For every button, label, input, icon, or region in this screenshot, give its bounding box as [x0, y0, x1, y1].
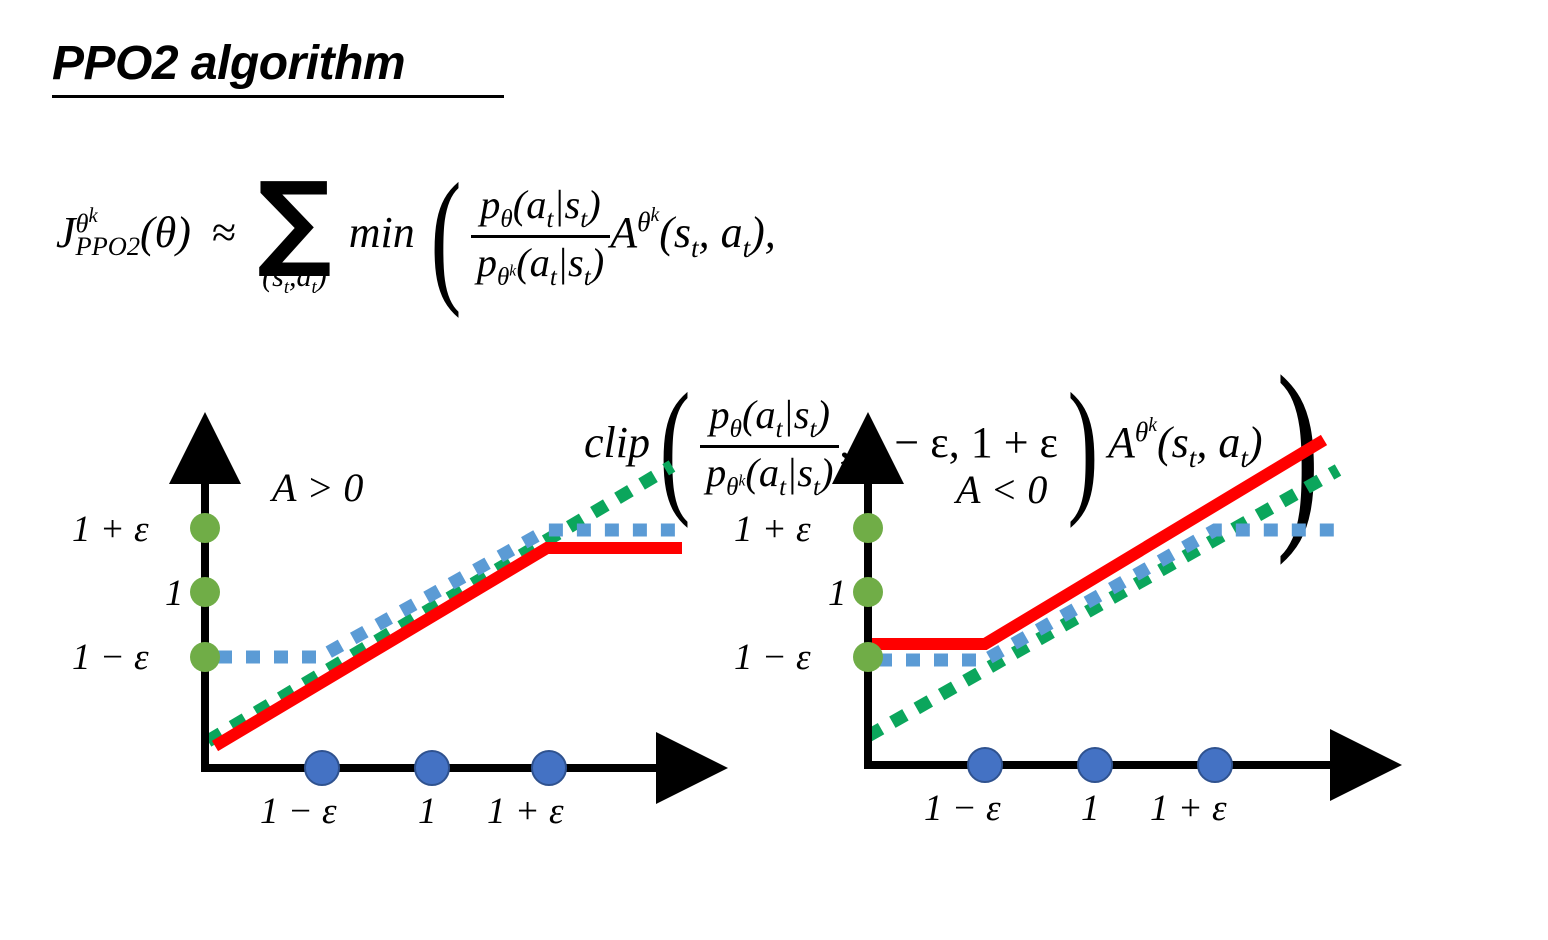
y-tick-dot-1: [190, 577, 220, 607]
series-clipped-ratio: [878, 523, 1336, 667]
ratio-numerator: pθ(at|st): [480, 181, 601, 233]
formula-J-symbol: J: [56, 208, 76, 257]
x-tick-dot-1plus-eps: [531, 750, 567, 786]
y-tick-dot-1: [853, 577, 883, 607]
slide-title-block: PPO2 algorithm: [52, 36, 512, 98]
y-axis-label-1minus-eps: 1 − ε: [72, 637, 149, 678]
x-tick-dot-1minus-eps: [967, 747, 1003, 783]
series-unclipped-ratio: [204, 460, 676, 747]
summation-subscript: (st,at): [262, 259, 327, 298]
x-axis-label-1: 1: [1081, 788, 1100, 829]
probability-ratio-fraction: pθ(at|st) pθk(at|st): [470, 181, 611, 292]
x-axis-label-1: 1: [418, 791, 437, 832]
y-axis-label-1: 1: [165, 573, 184, 614]
x-tick-dot-1minus-eps: [304, 750, 340, 786]
y-tick-dot-1minus-eps: [853, 642, 883, 672]
series-unclipped-ratio: [864, 464, 1342, 742]
chart-a-positive: A > 0 1 + ε 1 1 − ε 1 − ε 1 1 + ε: [60, 412, 728, 866]
y-axis-label-1plus-eps: 1 + ε: [72, 509, 149, 550]
clip-comma-2: ,: [948, 418, 971, 467]
advantage-superscript-2: θk: [1134, 414, 1157, 448]
clip-right-paren: ): [1067, 363, 1099, 529]
clip-left-paren: (: [659, 363, 691, 529]
advantage-symbol-2: A: [1107, 418, 1135, 467]
chart-a-negative-svg: [832, 412, 1402, 801]
series-clipped-ratio: [218, 523, 678, 664]
ratio-denominator: pθk(at|st): [470, 234, 611, 292]
left-paren-large: (: [430, 153, 462, 319]
formula-J-scripts: θk PPO2: [75, 204, 141, 261]
x-axis-label-1plus-eps: 1 + ε: [487, 791, 564, 832]
clip-operator: clip: [584, 418, 650, 467]
y-tick-dot-1plus-eps: [190, 513, 220, 543]
chart-a-positive-svg: [169, 412, 728, 804]
y-axis-label-1minus-eps: 1 − ε: [734, 637, 811, 678]
advantage-symbol: A: [610, 208, 638, 257]
clip-upper-bound: 1 + ε: [970, 418, 1059, 467]
x-tick-dot-1: [1077, 747, 1113, 783]
x-tick-dot-1plus-eps: [1197, 747, 1233, 783]
x-axis-label-1minus-eps: 1 − ε: [260, 791, 337, 832]
y-axis-label-1plus-eps: 1 + ε: [734, 509, 811, 550]
x-axis-label-1minus-eps: 1 − ε: [924, 788, 1001, 829]
x-axis-label-1plus-eps: 1 + ε: [1150, 788, 1227, 829]
advantage-superscript: θk: [637, 204, 660, 238]
formula-J-argument: (θ): [140, 208, 191, 257]
series-objective-max: [866, 434, 1328, 650]
advantage-args: (st, at),: [659, 208, 776, 263]
region-label-a-positive: A > 0: [272, 465, 364, 510]
ratio-numerator-2: pθ(at|st): [709, 391, 830, 443]
ratio-denominator-2: pθk(at|st): [699, 444, 840, 502]
advantage-args-2: (st, at): [1156, 418, 1263, 473]
min-operator: min: [348, 208, 415, 257]
summation-symbol: ∑ (st,at): [257, 159, 332, 298]
page-title: PPO2 algorithm: [52, 37, 406, 90]
series-objective-min: [211, 542, 682, 752]
probability-ratio-fraction-2: pθ(at|st) pθk(at|st): [699, 391, 840, 502]
y-tick-dot-1plus-eps: [853, 513, 883, 543]
y-axis-label-1: 1: [828, 573, 847, 614]
region-label-a-negative: A < 0: [956, 467, 1048, 512]
y-tick-dot-1minus-eps: [190, 642, 220, 672]
title-underline: [52, 95, 504, 98]
approx-sign: ≈: [211, 208, 237, 257]
x-tick-dot-1: [414, 750, 450, 786]
chart-a-negative: A < 0 1 + ε 1 1 − ε 1 − ε 1 1 + ε: [726, 412, 1406, 866]
